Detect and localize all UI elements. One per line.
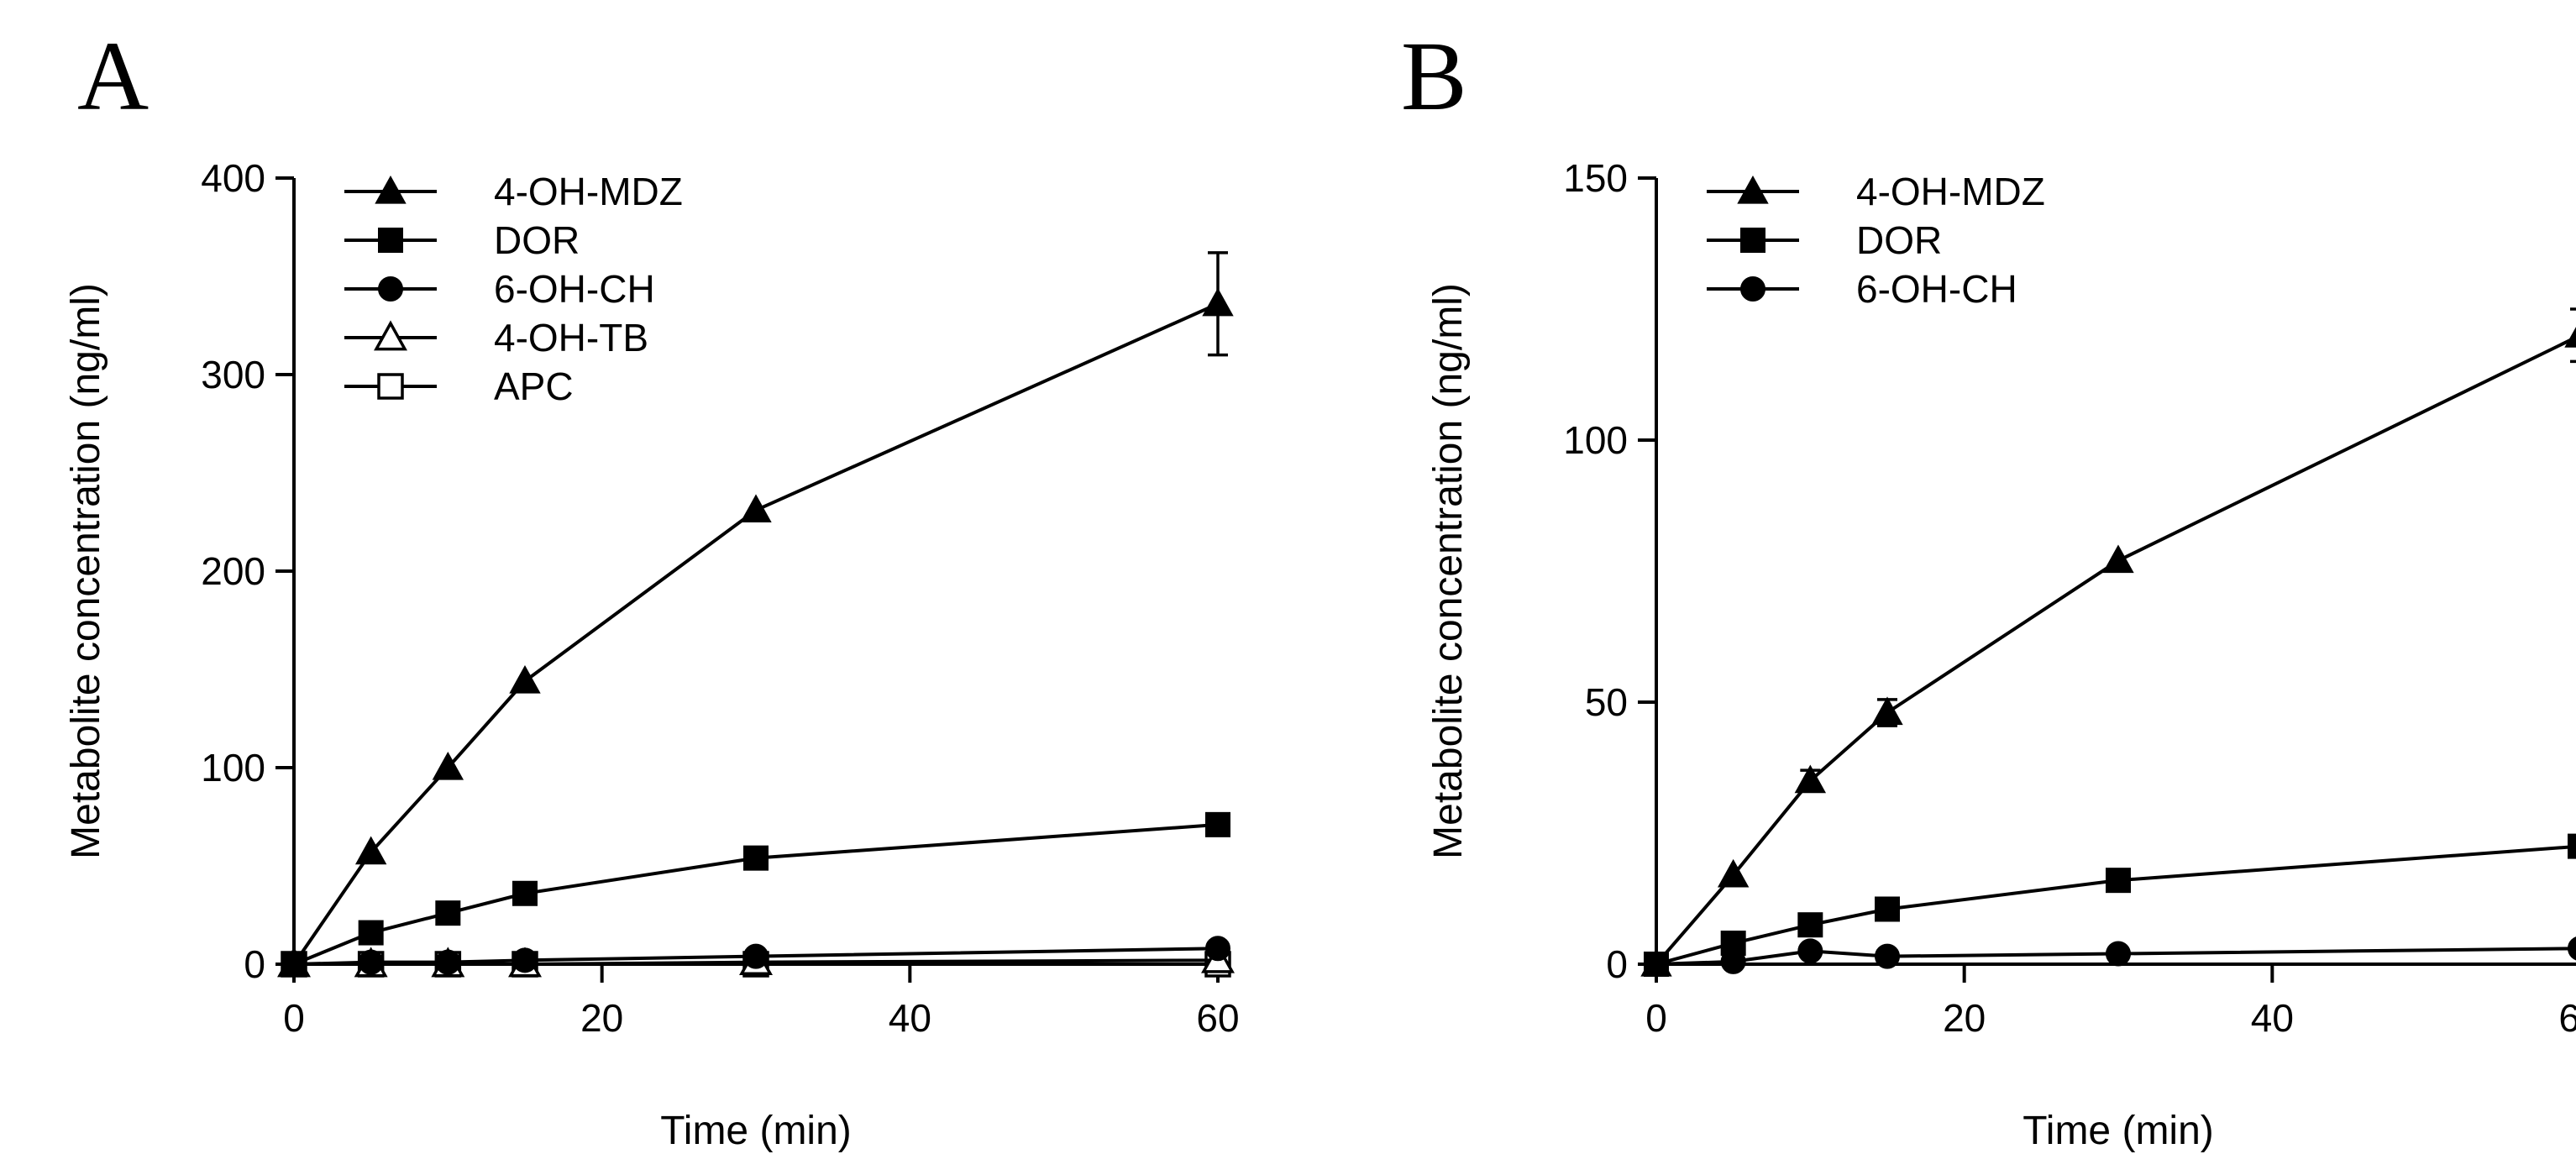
legend-label: APC bbox=[494, 365, 574, 408]
y-tick-label: 50 bbox=[1585, 680, 1628, 724]
series-6-oh-ch bbox=[1644, 936, 2576, 977]
x-tick-label: 20 bbox=[1943, 996, 1986, 1040]
data-point-dor bbox=[1797, 912, 1823, 938]
data-point-4-oh-mdz bbox=[278, 947, 310, 977]
legend-item-6-oh-ch: 6-OH-CH bbox=[344, 267, 655, 311]
data-point-dor bbox=[435, 900, 461, 926]
y-tick-label: 150 bbox=[1563, 156, 1628, 200]
series-4-oh-mdz bbox=[278, 251, 1234, 977]
y-tick-label: 300 bbox=[201, 353, 265, 396]
plot-area bbox=[1640, 307, 2576, 977]
series-line-4-oh-mdz bbox=[1655, 335, 2576, 966]
y-axis-title: Metabolite concentration (ng/ml) bbox=[1426, 283, 1471, 859]
legend-marker-4-oh-mdz bbox=[375, 175, 407, 204]
panel-label-b: B bbox=[1401, 21, 1467, 131]
data-point-6-oh-ch bbox=[2106, 941, 2131, 967]
legend-item-dor: DOR bbox=[1707, 218, 1942, 262]
data-point-dor bbox=[512, 880, 538, 906]
legend-item-4-oh-tb: 4-OH-TB bbox=[344, 316, 648, 359]
data-point-6-oh-ch bbox=[2568, 936, 2576, 961]
x-tick-label: 0 bbox=[1645, 996, 1667, 1040]
y-ticks: 0 100 200 300 400 bbox=[201, 156, 294, 986]
data-point-dor bbox=[358, 920, 384, 946]
y-tick-label: 0 bbox=[244, 942, 265, 986]
x-tick-label: 40 bbox=[2251, 996, 2294, 1040]
x-axis-title: Time (min) bbox=[2023, 1109, 2214, 1153]
data-point-6-oh-ch bbox=[435, 949, 461, 975]
legend-label: 4-OH-MDZ bbox=[494, 170, 683, 213]
legend-item-dor: DOR bbox=[344, 218, 580, 262]
data-point-dor bbox=[1720, 931, 1746, 957]
y-tick-label: 100 bbox=[1563, 418, 1628, 462]
legend-marker-6-oh-ch bbox=[1740, 276, 1765, 302]
data-point-6-oh-ch bbox=[358, 949, 384, 975]
series-4-oh-mdz bbox=[1640, 307, 2576, 977]
legend-marker-dor bbox=[378, 228, 403, 253]
data-point-4-oh-mdz bbox=[2102, 544, 2134, 574]
data-point-4-oh-mdz bbox=[2564, 327, 2576, 348]
y-tick-label: 400 bbox=[201, 156, 265, 200]
y-tick-label: 100 bbox=[201, 746, 265, 789]
x-ticks: 0 20 40 60 bbox=[283, 964, 1240, 1040]
legend-marker-4-oh-tb bbox=[374, 320, 407, 351]
data-point-4-oh-mdz bbox=[509, 664, 541, 694]
legend: 4-OH-MDZ DOR 6-OH-CH 4-OH-TB APC bbox=[344, 170, 683, 408]
data-point-dor bbox=[2568, 833, 2576, 859]
data-point-6-oh-ch bbox=[743, 943, 769, 969]
legend-marker-4-oh-mdz bbox=[1737, 175, 1769, 204]
series-line-dor bbox=[293, 822, 1219, 966]
series-line-6-oh-ch bbox=[1655, 947, 2576, 966]
data-point-dor bbox=[1875, 896, 1900, 922]
x-tick-label: 60 bbox=[2558, 996, 2576, 1040]
data-point-6-oh-ch bbox=[1797, 938, 1823, 964]
data-point-4-oh-mdz bbox=[740, 494, 772, 523]
plot-area bbox=[277, 251, 1235, 978]
legend-label: DOR bbox=[494, 218, 580, 262]
legend-label: 6-OH-CH bbox=[494, 267, 655, 311]
legend-label: 4-OH-MDZ bbox=[1856, 170, 2045, 213]
legend-item-4-oh-mdz: 4-OH-MDZ bbox=[1707, 170, 2045, 213]
panel-a: A 0 100 200 300 400 0 20 40 60 Metabolite conce… bbox=[64, 21, 1240, 1153]
series-line-dor bbox=[1655, 844, 2576, 966]
legend-marker-6-oh-ch bbox=[378, 276, 403, 302]
x-ticks: 0 20 40 60 bbox=[1645, 964, 2576, 1040]
y-axis-title: Metabolite concentration (ng/ml) bbox=[64, 283, 108, 859]
y-tick-label: 0 bbox=[1606, 942, 1628, 986]
data-point-4-oh-mdz bbox=[1794, 764, 1827, 794]
data-point-dor bbox=[743, 845, 769, 871]
x-tick-label: 40 bbox=[889, 996, 931, 1040]
panel-b: B 0 50 100 150 0 20 40 60 Metabolite concentra… bbox=[1401, 21, 2576, 1153]
data-point-4-oh-mdz bbox=[432, 751, 464, 780]
legend-label: 4-OH-TB bbox=[494, 316, 648, 359]
data-point-4-oh-mdz bbox=[1871, 696, 1903, 726]
data-point-6-oh-ch bbox=[512, 947, 538, 973]
legend-item-4-oh-mdz: 4-OH-MDZ bbox=[344, 170, 683, 213]
x-axis-title: Time (min) bbox=[660, 1109, 852, 1153]
series-line-4-oh-mdz bbox=[292, 302, 1219, 966]
legend-marker-dor bbox=[1740, 228, 1765, 253]
data-point-4-oh-mdz bbox=[354, 836, 387, 865]
data-point-4-oh-mdz bbox=[1202, 287, 1234, 317]
data-point-dor bbox=[2106, 868, 2131, 894]
y-tick-label: 200 bbox=[201, 549, 265, 593]
data-point-4-oh-mdz bbox=[1717, 858, 1750, 888]
panel-label-a: A bbox=[77, 21, 149, 131]
legend-item-apc: APC bbox=[344, 365, 574, 408]
x-tick-label: 60 bbox=[1196, 996, 1239, 1040]
legend-item-6-oh-ch: 6-OH-CH bbox=[1707, 267, 2017, 311]
x-tick-label: 0 bbox=[283, 996, 305, 1040]
y-ticks: 0 50 100 150 bbox=[1563, 156, 1656, 986]
data-point-dor bbox=[1205, 811, 1230, 837]
x-tick-label: 20 bbox=[580, 996, 623, 1040]
legend-marker-apc bbox=[377, 373, 404, 400]
legend-label: DOR bbox=[1856, 218, 1942, 262]
data-point-6-oh-ch bbox=[1205, 936, 1230, 962]
legend: 4-OH-MDZ DOR 6-OH-CH bbox=[1707, 170, 2045, 311]
series-line-6-oh-ch bbox=[293, 947, 1219, 966]
legend-label: 6-OH-CH bbox=[1856, 267, 2017, 311]
data-point-6-oh-ch bbox=[1875, 943, 1900, 969]
data-point-4-oh-mdz bbox=[1640, 947, 1672, 977]
